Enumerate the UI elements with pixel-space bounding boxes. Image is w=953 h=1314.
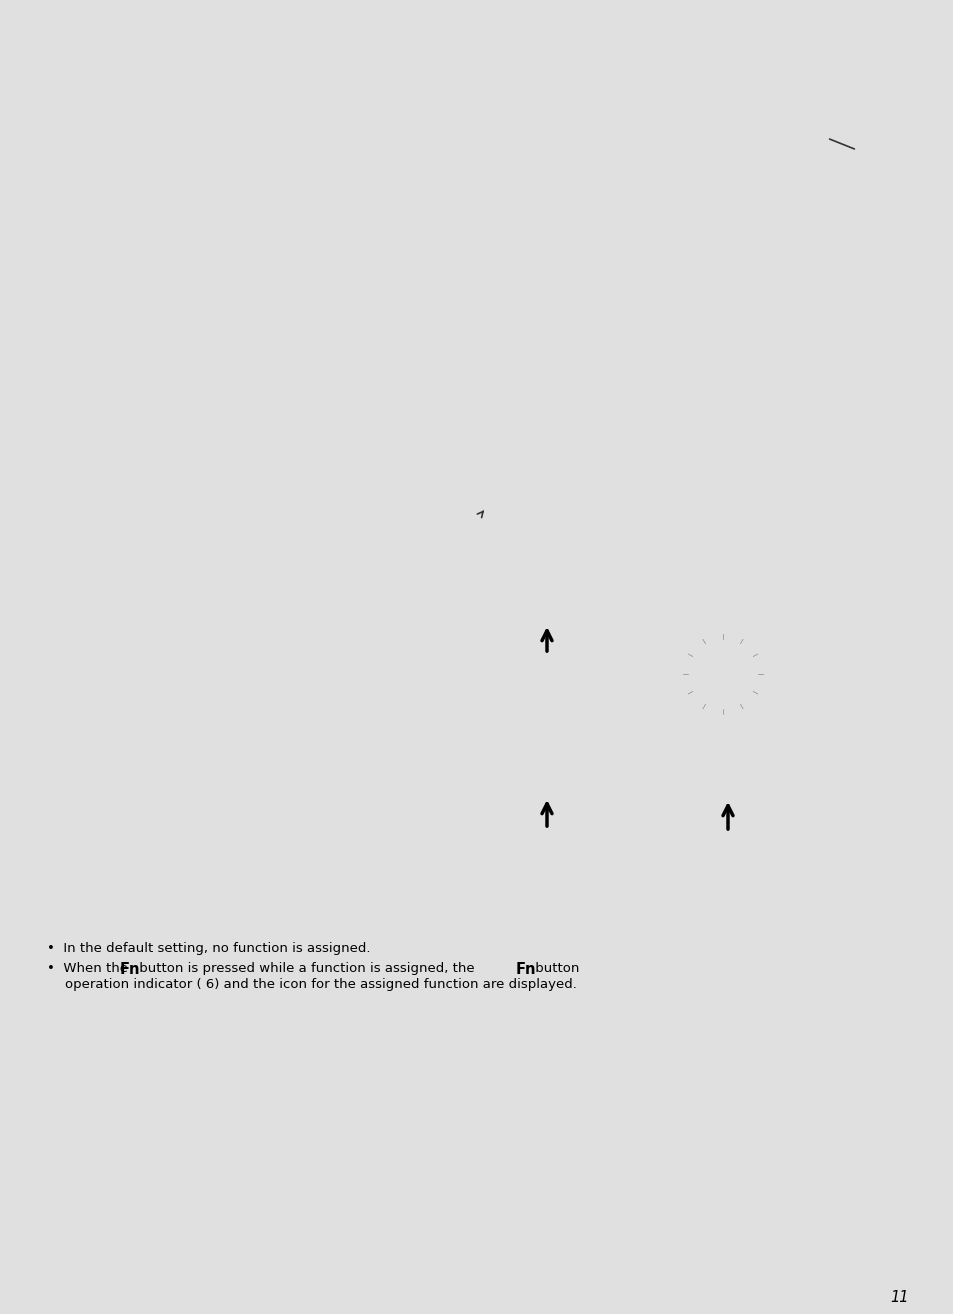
Ellipse shape bbox=[784, 185, 814, 215]
Text: pressing the: pressing the bbox=[47, 622, 133, 635]
Text: Zoom: Zoom bbox=[261, 639, 302, 650]
Text: P, S, A, M, U1, U2: P, S, A, M, U1, U2 bbox=[191, 431, 334, 445]
Text: Fn: Fn bbox=[150, 800, 171, 815]
Text: in the setup menu, without changing the shooting: in the setup menu, without changing the … bbox=[47, 832, 382, 845]
FancyBboxPatch shape bbox=[475, 777, 619, 917]
Text: Combined with the shutter-release button: Combined with the shutter-release button bbox=[47, 766, 377, 781]
Ellipse shape bbox=[636, 392, 780, 535]
Text: Fn button: Fn button bbox=[250, 816, 323, 829]
Text: button is pressed while a function is assigned, the: button is pressed while a function is as… bbox=[135, 962, 478, 975]
Text: When the AE-L/AF-L button is pressed during playback, the list by date screen ca: When the AE-L/AF-L button is pressed dur… bbox=[47, 260, 596, 273]
Text: button. You can shoot with the: button. You can shoot with the bbox=[165, 800, 373, 813]
Ellipse shape bbox=[771, 172, 827, 229]
Text: Fn: Fn bbox=[91, 396, 112, 410]
Ellipse shape bbox=[539, 449, 556, 466]
Text: AF-L: AF-L bbox=[876, 155, 904, 168]
Text: Use the: Use the bbox=[47, 396, 102, 409]
Text: AE/AF lock button: AE/AF lock button bbox=[65, 244, 198, 258]
Text: •  This can be used when: • This can be used when bbox=[47, 431, 221, 444]
Text: When shooting, operate the zoom control while: When shooting, operate the zoom control … bbox=[47, 606, 364, 619]
Text: AF-L: AF-L bbox=[47, 76, 65, 85]
Text: the AE-L/AF-L button to shoot with focus lock: the AE-L/AF-L button to shoot with focus… bbox=[47, 127, 346, 141]
FancyBboxPatch shape bbox=[493, 363, 842, 385]
Text: ( 29).: ( 29). bbox=[47, 145, 82, 156]
Ellipse shape bbox=[518, 844, 575, 900]
FancyBboxPatch shape bbox=[915, 99, 953, 342]
Text: or: or bbox=[317, 431, 335, 444]
Text: •  When the: • When the bbox=[47, 962, 132, 975]
Text: Fn: Fn bbox=[537, 685, 554, 696]
Text: button with the zoom control or: button with the zoom control or bbox=[107, 396, 323, 409]
FancyBboxPatch shape bbox=[479, 905, 615, 915]
Ellipse shape bbox=[695, 646, 750, 702]
Ellipse shape bbox=[700, 455, 716, 470]
FancyBboxPatch shape bbox=[647, 604, 807, 738]
Text: zoom lens focal length that is set with: zoom lens focal length that is set with bbox=[47, 639, 306, 650]
Text: Nikon: Nikon bbox=[637, 382, 659, 392]
Text: function setting that is assigned to: function setting that is assigned to bbox=[47, 816, 284, 829]
Ellipse shape bbox=[687, 443, 727, 484]
FancyBboxPatch shape bbox=[475, 604, 619, 738]
Text: the shutter-release button halfway, you can use: the shutter-release button halfway, you … bbox=[47, 112, 367, 125]
Text: AE-L: AE-L bbox=[47, 68, 66, 78]
Ellipse shape bbox=[542, 473, 553, 484]
Text: U3: U3 bbox=[65, 447, 87, 463]
Text: Fn: Fn bbox=[516, 962, 536, 978]
FancyBboxPatch shape bbox=[470, 85, 849, 113]
Text: (FUNC) Button: (FUNC) Button bbox=[85, 357, 277, 382]
Text: Fn: Fn bbox=[121, 622, 141, 637]
Text: in the setup menu ( 185).: in the setup menu ( 185). bbox=[168, 244, 343, 258]
Text: When shooting, press the shutter-release button while: When shooting, press the shutter-release… bbox=[47, 784, 410, 798]
Text: holding down the: holding down the bbox=[47, 800, 167, 813]
Text: shutter-release button to release the shutter: shutter-release button to release the sh… bbox=[47, 194, 357, 208]
Text: Fn: Fn bbox=[120, 962, 140, 978]
Text: •  In the default setting, no function is assigned.: • In the default setting, no function is… bbox=[47, 942, 370, 955]
Text: Fn: Fn bbox=[435, 491, 460, 510]
Text: ( 186): ( 186) bbox=[306, 816, 350, 829]
Text: +: + bbox=[627, 664, 653, 692]
Text: with the locked exposure and focus (default setting).: with the locked exposure and focus (defa… bbox=[47, 210, 413, 223]
Text: (AE-L/AF-L) Button: (AE-L/AF-L) Button bbox=[63, 63, 266, 81]
Text: AE-L/AF-L button is pressed. Fully press the: AE-L/AF-L button is pressed. Fully press… bbox=[47, 177, 347, 191]
Text: menu setting.: menu setting. bbox=[47, 848, 140, 861]
Text: Fn: Fn bbox=[537, 862, 554, 875]
Text: AE-L: AE-L bbox=[876, 142, 904, 155]
FancyBboxPatch shape bbox=[515, 125, 700, 265]
Text: Introduction: Introduction bbox=[927, 184, 941, 256]
Text: •  The operations performed when the AE-L/AF-L button is pressed can be set with: • The operations performed when the AE-L… bbox=[47, 229, 597, 240]
Text: memory: memory bbox=[47, 654, 108, 668]
Text: button: button bbox=[531, 962, 578, 975]
Ellipse shape bbox=[652, 409, 762, 518]
Text: button. This quickly changes to the: button. This quickly changes to the bbox=[136, 622, 375, 635]
Ellipse shape bbox=[680, 632, 764, 716]
Text: shutter-release button.: shutter-release button. bbox=[47, 411, 200, 424]
Text: is selected for shooting mode.: is selected for shooting mode. bbox=[82, 447, 288, 460]
Text: Basic Operations: Basic Operations bbox=[777, 18, 901, 33]
Text: be displayed to play back only pictures shot on the same date ( 119).: be displayed to play back only pictures … bbox=[47, 276, 512, 289]
Text: •  The exposure and focus are locked while the: • The exposure and focus are locked whil… bbox=[47, 162, 362, 175]
Text: Combined with the zoom control: Combined with the zoom control bbox=[47, 587, 301, 602]
Text: Nikon: Nikon bbox=[598, 265, 620, 275]
FancyBboxPatch shape bbox=[647, 777, 807, 917]
Text: operation indicator ( 6) and the icon for the assigned function are displayed.: operation indicator ( 6) and the icon fo… bbox=[65, 978, 577, 991]
Text: +: + bbox=[627, 837, 653, 866]
Ellipse shape bbox=[794, 194, 804, 205]
Text: ( 107) in the shooting menu.: ( 107) in the shooting menu. bbox=[92, 654, 288, 668]
Text: Fn: Fn bbox=[47, 355, 84, 384]
Ellipse shape bbox=[518, 666, 575, 721]
Text: When shooting still pictures, instead of pressing: When shooting still pictures, instead of… bbox=[47, 96, 368, 109]
